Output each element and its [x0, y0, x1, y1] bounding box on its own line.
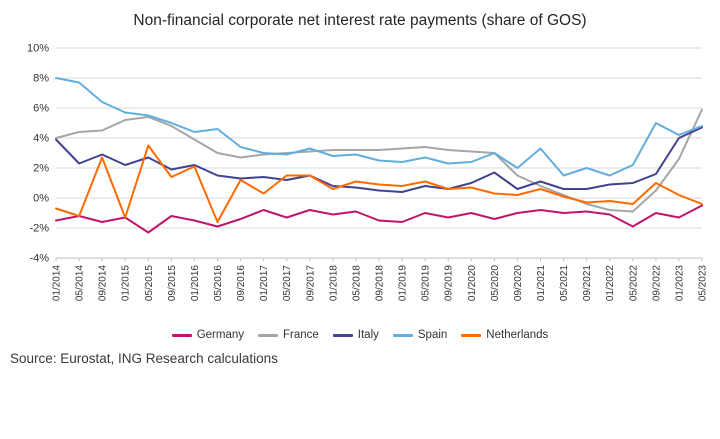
x-tick-label: 05/2021	[559, 265, 570, 302]
x-tick-label: 09/2021	[582, 265, 593, 302]
x-tick-label: 05/2017	[282, 265, 293, 302]
y-tick-label: 6%	[33, 103, 49, 115]
x-tick-label: 05/2019	[421, 265, 432, 302]
x-tick-label: 01/2021	[536, 265, 547, 302]
x-tick-label: 01/2022	[605, 265, 616, 302]
x-tick-label: 01/2015	[121, 265, 132, 302]
x-tick-label: 01/2020	[467, 265, 478, 302]
legend-item-netherlands: Netherlands	[461, 329, 548, 341]
x-tick-label: 09/2020	[513, 265, 524, 302]
legend-label-germany: Germany	[196, 329, 244, 342]
legend-swatch-italy	[332, 333, 353, 337]
x-tick-label: 09/2014	[98, 265, 109, 302]
x-tick-label: 05/2016	[213, 265, 224, 302]
x-tick-label: 05/2018	[351, 265, 362, 302]
x-tick-label: 09/2017	[305, 265, 316, 302]
x-tick-label: 01/2023	[674, 265, 685, 302]
x-tick-label: 09/2016	[236, 265, 247, 302]
y-tick-label: -4%	[29, 253, 49, 265]
line-chart: -4% -2% 0% 2% 4% 6% 8% 10% 01/2014 05/2014 09/2014…	[27, 43, 709, 302]
x-tick-label: 05/2014	[75, 265, 86, 302]
legend-label-italy: Italy	[357, 329, 379, 342]
series-line-netherlands	[55, 144, 703, 224]
chart-area: -4% -2% 0% 2% 4% 6% 8% 10% 01/2014 05/2014 09/2014…	[8, 34, 718, 327]
x-tick-label: 01/2018	[328, 265, 339, 302]
legend-label-spain: Spain	[417, 329, 448, 342]
legend-item-france: France	[257, 329, 319, 342]
x-tick-label: 01/2019	[398, 265, 409, 302]
y-tick-label: -2%	[29, 223, 49, 235]
x-tick-label: 09/2015	[167, 265, 178, 302]
legend-swatch-france	[257, 333, 278, 337]
legend-item-italy: Italy	[332, 329, 379, 342]
x-tick-label: 05/2020	[490, 265, 501, 302]
y-tick-label: 8%	[33, 73, 49, 85]
x-tick-label: 01/2017	[259, 265, 270, 302]
x-tick-label: 01/2014	[52, 265, 63, 302]
source-note: Source: Eurostat, ING Research calculati…	[10, 351, 278, 367]
x-tick-label: 05/2023	[698, 265, 709, 302]
legend-swatch-netherlands	[461, 333, 482, 337]
x-tick-label: 05/2015	[144, 265, 155, 302]
x-tick-label: 09/2019	[444, 265, 455, 302]
x-tick-label: 05/2022	[628, 265, 639, 302]
legend-item-spain: Spain	[392, 329, 448, 342]
y-tick-label: 4%	[33, 133, 49, 145]
chart-title: Non-financial corporate net interest rat…	[133, 12, 587, 29]
legend-label-netherlands: Netherlands	[486, 329, 549, 342]
series-line-germany	[55, 204, 703, 234]
x-tick-label: 09/2022	[651, 265, 662, 302]
legend-label-france: France	[282, 329, 319, 342]
legend-swatch-spain	[392, 333, 413, 337]
series-line-spain	[55, 77, 703, 177]
legend-item-germany: Germany	[171, 329, 244, 342]
x-tick-label: 09/2018	[375, 265, 386, 302]
chart-legend: Germany France Italy Spain Netherlands	[0, 329, 720, 341]
y-tick-label: 0%	[33, 193, 49, 205]
series-line-france	[55, 108, 703, 213]
y-tick-label: 10%	[27, 43, 49, 55]
x-tick-label: 01/2016	[190, 265, 201, 302]
y-tick-label: 2%	[33, 163, 49, 175]
legend-swatch-germany	[171, 333, 192, 337]
